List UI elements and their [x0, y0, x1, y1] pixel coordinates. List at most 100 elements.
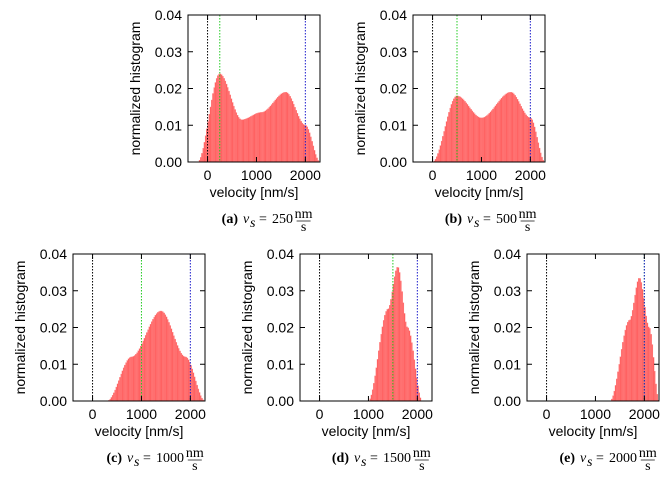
histogram-bar [280, 93, 283, 163]
histogram-bar [525, 114, 527, 163]
histogram-bar [246, 118, 249, 163]
histogram-bar [414, 368, 417, 402]
histogram-bar [261, 112, 263, 163]
histogram-bar [408, 330, 411, 402]
histogram-bar [193, 376, 196, 402]
y-tick-label: 0.03 [40, 283, 67, 299]
histogram-bar [251, 115, 253, 163]
histogram-bar [299, 118, 301, 163]
histogram-bar [198, 392, 201, 402]
histogram-bar [229, 94, 231, 163]
histogram-bar [115, 386, 118, 402]
histogram-bar [135, 354, 137, 402]
histogram-bar [536, 137, 538, 163]
histogram-bar [184, 356, 186, 402]
histogram-bar [217, 75, 219, 163]
histogram-bar [511, 92, 514, 163]
histogram-bar [185, 356, 187, 402]
histogram-bar [225, 83, 228, 163]
y-tick-label: 0.01 [267, 356, 294, 372]
caption-unit-denominator: s [192, 459, 197, 474]
histogram-bar [497, 102, 499, 163]
caption-unit-numerator: nm [519, 207, 537, 222]
histogram-bar [539, 152, 542, 163]
histogram-bar [453, 98, 455, 163]
histogram-bar [386, 309, 389, 402]
histogram-bar [387, 308, 390, 402]
y-axis-label: normalized histogram [127, 22, 143, 156]
x-tick-label: 1000 [466, 167, 497, 183]
histogram-bar [196, 384, 198, 402]
histogram-bar [650, 334, 652, 402]
histogram-bar [176, 345, 179, 402]
histogram-bar [458, 96, 460, 163]
histogram-bar [464, 101, 466, 163]
histogram-bar [187, 359, 190, 402]
histogram-bar [173, 335, 175, 402]
histogram-bar [288, 94, 290, 163]
histogram-bar [449, 107, 452, 163]
histogram-bar [292, 103, 295, 163]
histogram-bar [620, 349, 623, 402]
caption-subscript: s [134, 455, 140, 470]
histogram-bar [635, 287, 638, 402]
caption-variable: v [580, 451, 587, 466]
histogram-bar [270, 104, 273, 163]
histogram-bar [475, 114, 477, 163]
histogram-bar [402, 302, 405, 402]
histogram-bar [130, 356, 132, 402]
histogram-bar [258, 112, 261, 163]
histogram-bar [625, 325, 628, 402]
histogram-bar [157, 312, 159, 402]
histogram-bar [122, 367, 125, 402]
histogram-bar [212, 93, 214, 163]
caption-equals: = [143, 451, 151, 466]
y-tick-label: 0.02 [494, 320, 521, 336]
histogram-bar [209, 106, 212, 163]
histogram-bar [170, 328, 173, 402]
histogram-bar [316, 157, 318, 163]
histogram-bar [466, 104, 469, 163]
y-tick-label: 0.01 [40, 356, 67, 372]
histogram-bar [649, 328, 651, 402]
histogram-bar [492, 108, 494, 163]
histogram-bar [149, 323, 152, 402]
histogram-bar [164, 314, 167, 402]
histogram-bar [636, 281, 639, 402]
histogram-bar [520, 106, 522, 163]
histogram-bar [308, 132, 311, 163]
histogram-bar [385, 311, 387, 402]
histogram-bar [295, 110, 297, 163]
histogram-bar [505, 93, 508, 163]
histogram-bar [154, 315, 157, 402]
histogram-bar [248, 116, 251, 163]
histogram-bar [629, 319, 632, 402]
histogram-bar [120, 373, 123, 402]
histogram-bar [374, 375, 376, 402]
histogram-bar [459, 96, 461, 163]
histogram-bar [437, 153, 439, 163]
histogram-bar [412, 350, 414, 402]
y-tick-label: 0.02 [40, 320, 67, 336]
x-tick-label: 1000 [353, 406, 384, 422]
x-tick-label: 0 [543, 406, 551, 422]
histogram-bar [253, 114, 256, 163]
histogram-bar [208, 114, 211, 163]
histogram-bar [509, 92, 511, 163]
histogram-bar [256, 113, 258, 163]
histogram-bar [174, 338, 176, 402]
panel-caption: (c) v s = 1000 nms [106, 446, 203, 474]
histogram-bar [126, 360, 129, 402]
histogram-bar [277, 97, 279, 163]
caption-equals: = [483, 212, 491, 227]
histogram-bar [440, 140, 443, 163]
x-tick-label: 2000 [629, 406, 660, 422]
histogram-bar [125, 362, 127, 402]
histogram-bar [389, 305, 391, 402]
histogram-bar [259, 112, 262, 163]
y-tick-label: 0.01 [380, 117, 407, 133]
histogram-bar [418, 392, 420, 402]
x-tick-label: 0 [89, 406, 97, 422]
caption-unit-denominator: s [301, 220, 306, 235]
